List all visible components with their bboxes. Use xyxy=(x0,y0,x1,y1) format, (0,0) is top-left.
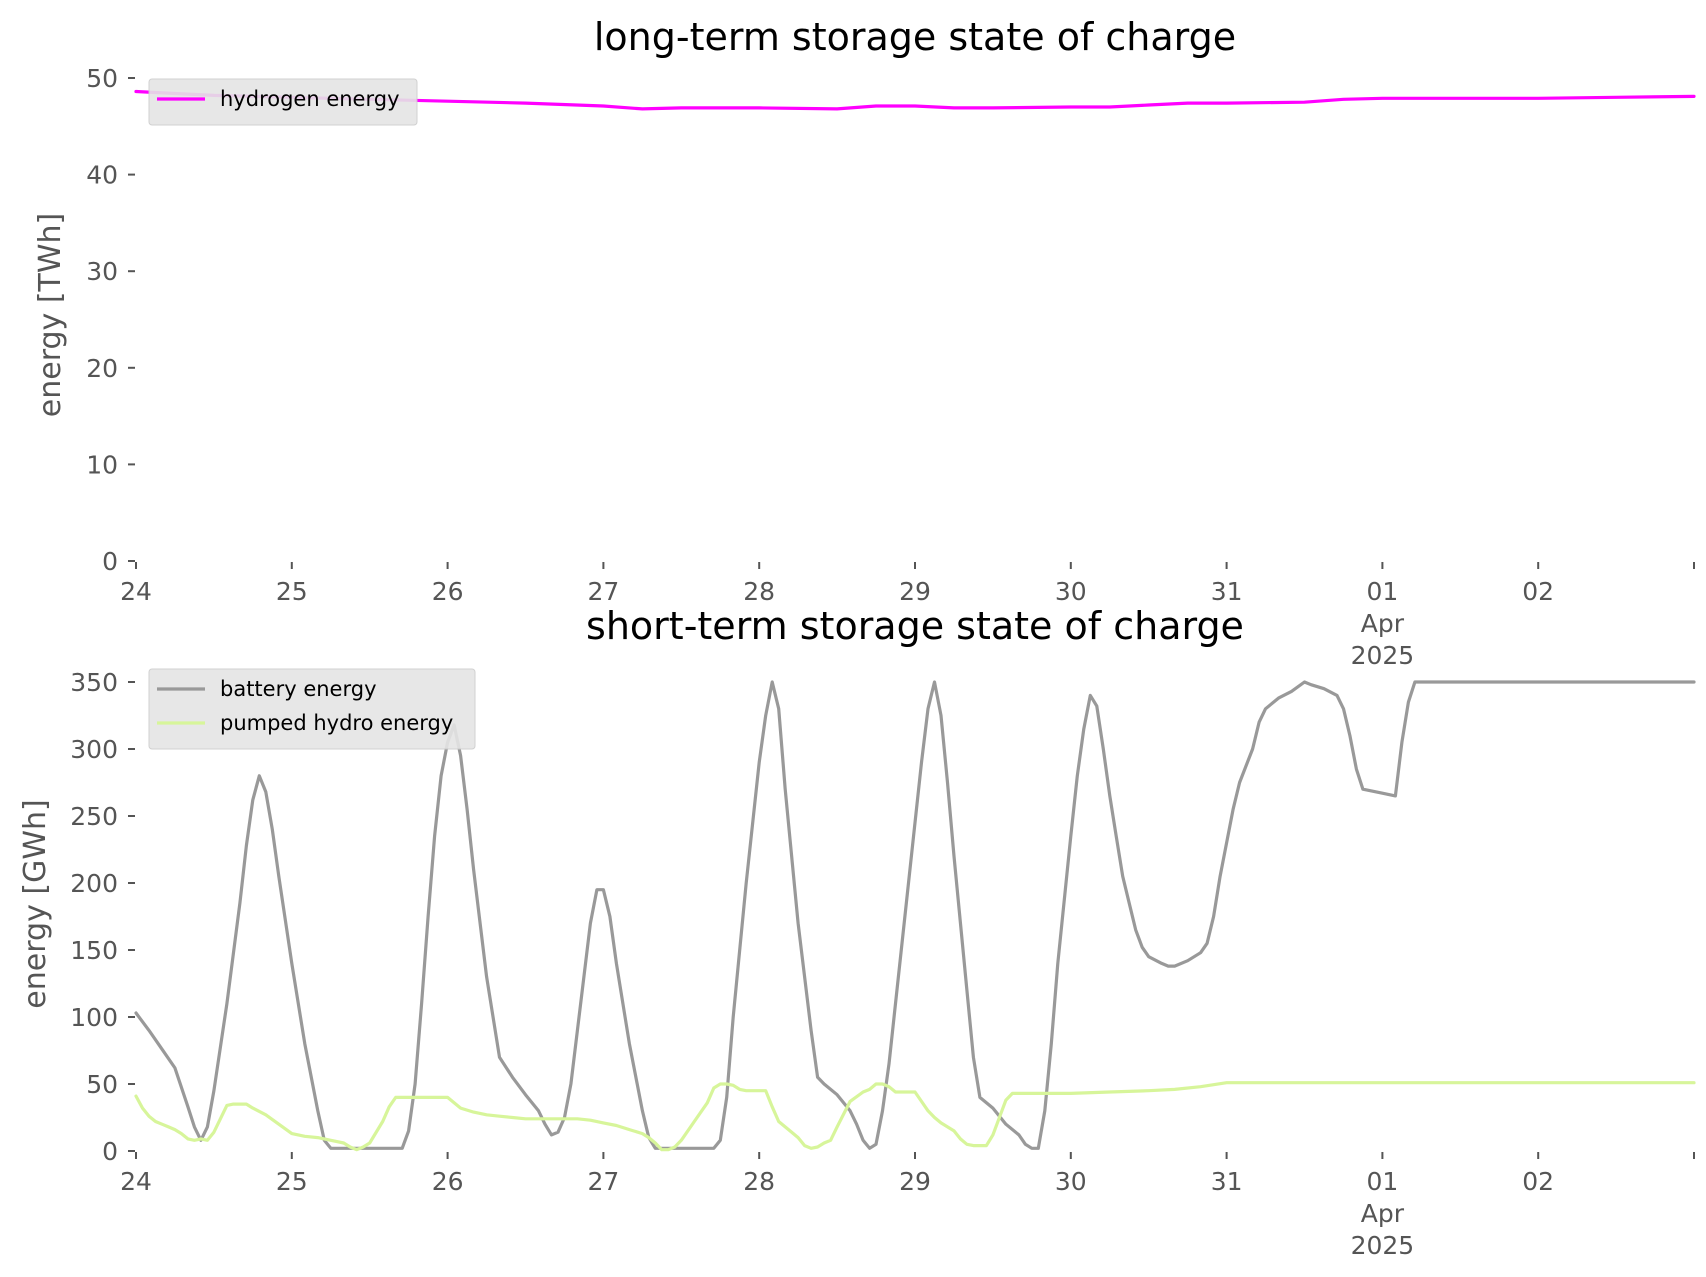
x-axis-ticks: 24 25 26 27 28 29 30 31 01 Apr 2025 02 xyxy=(120,562,1695,670)
plot-area xyxy=(134,680,1696,1152)
x-tick-label: 30 xyxy=(1055,1167,1087,1196)
y-tick-label: 10 xyxy=(86,450,118,479)
x-tick-label: 01 Apr 2025 xyxy=(1351,577,1415,670)
y-tick-label: 300 xyxy=(70,735,118,764)
y-tick-label: 0 xyxy=(102,547,118,576)
legend: hydrogen energy xyxy=(148,78,418,126)
y-axis-ticks: 0 50 100 150 200 250 300 350 xyxy=(70,668,135,1166)
y-axis-label: energy [GWh] xyxy=(18,799,53,1008)
x-axis-ticks: 24 25 26 27 28 29 30 31 01 Apr 2025 02 xyxy=(120,1152,1695,1260)
legend-box xyxy=(148,668,476,750)
x-tick-label: 28 xyxy=(743,577,775,606)
x-tick-label: 01 Apr 2025 xyxy=(1351,1167,1415,1260)
series-line-battery-energy xyxy=(134,680,1696,1150)
x-tick-label: 28 xyxy=(743,1167,775,1196)
series-line-pumped-hydro-energy xyxy=(134,1081,1696,1152)
x-tick-label: 29 xyxy=(899,1167,931,1196)
y-tick-label: 100 xyxy=(70,1003,118,1032)
y-tick-label: 40 xyxy=(86,161,118,190)
legend-label: pumped hydro energy xyxy=(220,711,453,735)
x-tick-label: 25 xyxy=(276,577,308,606)
x-tick-label: 02 xyxy=(1522,577,1554,606)
x-tick-label: 24 xyxy=(120,577,152,606)
legend: battery energy pumped hydro energy xyxy=(148,668,476,750)
y-tick-label: 30 xyxy=(86,257,118,286)
y-tick-label: 200 xyxy=(70,869,118,898)
x-tick-label: 27 xyxy=(587,1167,619,1196)
x-tick-label: 30 xyxy=(1055,577,1087,606)
y-tick-label: 350 xyxy=(70,668,118,697)
x-tick-label: 25 xyxy=(276,1167,308,1196)
x-tick-label: 24 xyxy=(120,1167,152,1196)
long-term-storage-chart: long-term storage state of charge energy… xyxy=(33,15,1696,670)
y-tick-label: 250 xyxy=(70,802,118,831)
y-axis-ticks: 0 10 20 30 40 50 xyxy=(86,64,135,576)
x-tick-label: 02 xyxy=(1522,1167,1554,1196)
x-tick-label: 26 xyxy=(432,1167,464,1196)
y-tick-label: 0 xyxy=(102,1137,118,1166)
x-tick-label: 31 xyxy=(1211,577,1243,606)
x-tick-label: 29 xyxy=(899,577,931,606)
y-tick-label: 150 xyxy=(70,936,118,965)
y-tick-label: 50 xyxy=(86,64,118,93)
legend-label: battery energy xyxy=(220,677,377,701)
x-tick-label: 31 xyxy=(1211,1167,1243,1196)
chart-title: short-term storage state of charge xyxy=(586,604,1244,648)
y-axis-label: energy [TWh] xyxy=(33,213,68,417)
legend-box xyxy=(148,78,418,126)
x-tick-label: 27 xyxy=(587,577,619,606)
y-tick-label: 20 xyxy=(86,354,118,383)
y-tick-label: 50 xyxy=(86,1070,118,1099)
x-tick-label: 26 xyxy=(432,577,464,606)
legend-label: hydrogen energy xyxy=(220,87,400,111)
short-term-storage-chart: short-term storage state of charge energ… xyxy=(18,604,1696,1260)
chart-title: long-term storage state of charge xyxy=(594,15,1236,59)
